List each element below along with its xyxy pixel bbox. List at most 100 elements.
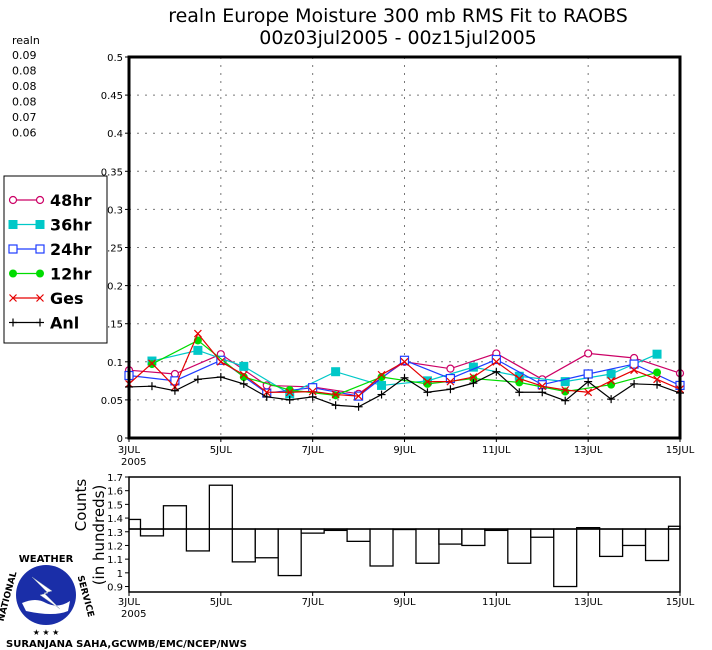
legend-label: 12hr	[50, 265, 92, 284]
count-bar	[186, 529, 209, 551]
y-axis-label-line2: (in hundreds)	[90, 485, 108, 586]
x-tick-label: 13JUL	[574, 597, 603, 608]
data-point	[309, 384, 317, 392]
x-tick-label: 7JUL	[302, 445, 325, 456]
count-bar	[623, 529, 646, 545]
x-tick-label: 5JUL	[210, 597, 233, 608]
logo-stars: ★ ★ ★	[33, 628, 60, 637]
count-bar	[255, 529, 278, 558]
mean-value-anl: 0.06	[12, 127, 37, 140]
bars	[129, 485, 680, 586]
x-axis-ticks: 3JUL2005 5JUL 7JUL 9JUL 11JUL 13JUL 15JUL	[118, 592, 695, 620]
y-tick-label: 1	[117, 569, 123, 580]
count-bar-plot: 0.9 1 1.1 1.2 1.3 1.4 1.5 1.6 1.7 3JUL2005 5JUL 7J…	[72, 473, 695, 620]
y-tick-label: 0.45	[101, 91, 123, 102]
mean-value-48hr: 0.09	[12, 49, 37, 62]
y-tick-label: 1.3	[107, 528, 123, 539]
count-bar	[439, 529, 462, 544]
y-axis-ticks: 0.9 1 1.1 1.2 1.3 1.4 1.5 1.6 1.7	[107, 473, 129, 594]
x-tick-label: 9JUL	[393, 597, 416, 608]
y-tick-label: 1.5	[107, 500, 123, 511]
count-bar	[508, 529, 531, 563]
chart-title: realn Europe Moisture 300 mb RMS Fit to …	[168, 5, 628, 27]
count-bar	[531, 529, 554, 537]
count-bar	[278, 529, 301, 576]
y-tick-label: 0.2	[107, 282, 123, 293]
y-tick-label: 0.1	[107, 358, 123, 369]
count-bar	[646, 529, 669, 560]
mean-value-24hr: 0.08	[12, 80, 37, 93]
x-tick-sublabel: 2005	[121, 609, 146, 620]
legend-marker	[9, 245, 17, 253]
nws-logo: WEATHER NATIONAL SERVICE ★ ★ ★	[0, 554, 95, 637]
y-axis-label: Counts (in hundreds)	[72, 479, 108, 586]
series-anl	[125, 368, 684, 411]
count-bar	[140, 529, 163, 536]
legend-marker	[36, 270, 44, 278]
legend-label: Anl	[50, 314, 79, 333]
y-tick-label: 1.2	[107, 541, 123, 552]
legend-marker	[10, 197, 17, 204]
legend-marker	[36, 245, 44, 253]
rms-line-plot: 00.050.10.150.20.250.30.350.40.450.5 3JU…	[101, 53, 695, 468]
y-tick-label: 1.6	[107, 487, 123, 498]
x-tick-label: 3JUL	[118, 445, 141, 456]
legend: 48hr36hr24hr12hrGesAnl	[4, 176, 107, 343]
count-bar	[462, 529, 485, 545]
chart-subtitle: 00z03jul2005 - 00z15jul2005	[259, 27, 537, 49]
data-point	[193, 346, 202, 355]
chart-canvas: realn Europe Moisture 300 mb RMS Fit to …	[0, 0, 712, 650]
data-point	[653, 368, 661, 376]
x-tick-sublabel: 2005	[121, 457, 146, 468]
mean-value-36hr: 0.08	[12, 65, 37, 78]
data-point	[653, 350, 662, 359]
credit-text: SURANJANA SAHA,GCWMB/EMC/NCEP/NWS	[6, 639, 247, 650]
count-bar	[209, 485, 232, 529]
y-tick-label: 0.9	[107, 583, 123, 594]
mean-header: realn	[12, 34, 40, 47]
data-point	[561, 388, 569, 396]
y-tick-label: 0.5	[107, 53, 123, 64]
legend-label: 24hr	[50, 240, 92, 259]
y-tick-label: 0.4	[107, 129, 123, 140]
y-tick-label: 0.05	[101, 396, 123, 407]
legend-marker	[37, 197, 44, 204]
x-tick-label: 11JUL	[482, 445, 511, 456]
data-point	[377, 381, 386, 390]
data-point	[239, 362, 248, 371]
count-bar	[232, 529, 255, 562]
count-bar	[129, 519, 140, 529]
legend-label: Ges	[50, 289, 84, 308]
data-point	[585, 350, 592, 357]
x-axis-ticks: 3JUL20055JUL7JUL9JUL11JUL13JUL15JUL	[118, 438, 695, 468]
count-bar	[554, 529, 577, 587]
x-tick-label: 7JUL	[302, 597, 325, 608]
x-tick-label: 11JUL	[482, 597, 511, 608]
legend-marker	[9, 220, 18, 229]
mean-values: realn 0.09 0.08 0.08 0.08 0.07 0.06	[12, 34, 40, 140]
data-point	[447, 365, 454, 372]
y-tick-label: 0.3	[107, 205, 123, 216]
x-tick-label: 3JUL	[118, 597, 141, 608]
legend-label: 36hr	[50, 216, 92, 235]
x-tick-label: 13JUL	[574, 445, 603, 456]
x-tick-label: 5JUL	[210, 445, 233, 456]
y-tick-label: 1.4	[107, 514, 123, 525]
y-tick-label: 1.1	[107, 555, 123, 566]
count-bar	[416, 529, 439, 563]
x-tick-label: 15JUL	[666, 445, 695, 456]
mean-value-ges: 0.07	[12, 111, 37, 124]
legend-marker	[9, 270, 17, 278]
y-axis-label-line1: Counts	[72, 479, 90, 532]
count-bar	[163, 506, 186, 529]
legend-marker	[36, 220, 45, 229]
count-bar	[600, 529, 623, 556]
data-point	[331, 367, 340, 376]
y-tick-label: 0	[117, 434, 123, 445]
x-tick-label: 15JUL	[666, 597, 695, 608]
count-bar	[347, 529, 370, 541]
y-tick-label: 1.7	[107, 473, 123, 484]
count-bar	[370, 529, 393, 566]
mean-value-12hr: 0.08	[12, 96, 37, 109]
data-point	[584, 370, 592, 378]
